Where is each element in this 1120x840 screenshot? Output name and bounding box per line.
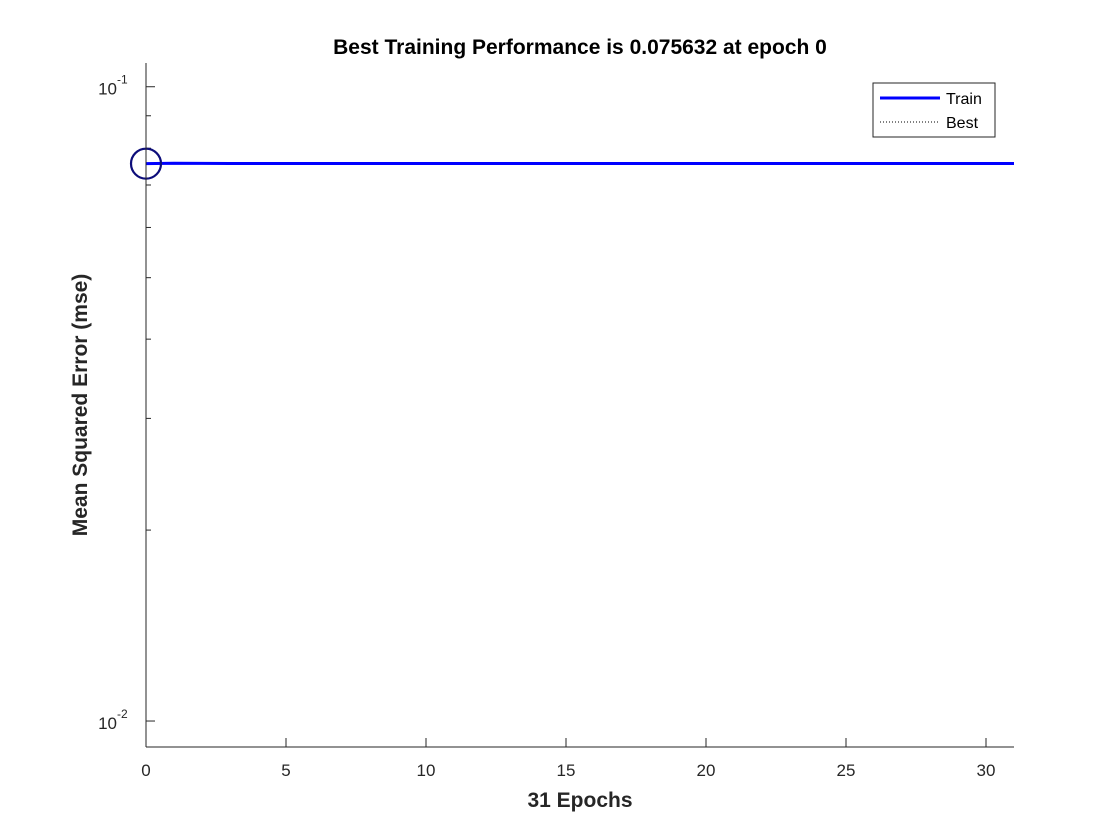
x-tick-label: 10 [417, 761, 436, 780]
y-axis-label: Mean Squared Error (mse) [69, 274, 92, 537]
plot-area: 0 5 10 15 20 25 30 10-110-2 [98, 63, 1014, 780]
x-tick-label: 20 [697, 761, 716, 780]
x-tick-label: 5 [281, 761, 290, 780]
x-tick-label: 15 [557, 761, 576, 780]
y-tick-exponent: -2 [117, 707, 128, 721]
y-tick-exponent: -1 [117, 73, 128, 87]
x-tick-label: 0 [141, 761, 150, 780]
y-tick-label: 10 -2 [98, 707, 128, 733]
x-tick-label: 30 [977, 761, 996, 780]
x-axis-label: 31 Epochs [527, 789, 632, 812]
y-tick-base: 10 [98, 80, 117, 99]
chart-title: Best Training Performance is 0.075632 at… [333, 36, 827, 59]
x-tick-labels: 0 5 10 15 20 25 30 [141, 761, 995, 780]
x-tick-label: 25 [837, 761, 856, 780]
legend: Train Best [872, 82, 996, 138]
y-tick-labels: 10-110-2 [98, 73, 128, 733]
legend-train-label: Train [946, 91, 982, 108]
y-tick-label: 10 -1 [98, 73, 128, 99]
legend-best-label: Best [946, 115, 979, 132]
axis-ticks [145, 86, 987, 747]
y-tick-base: 10 [98, 714, 117, 733]
legend-box [872, 82, 996, 138]
